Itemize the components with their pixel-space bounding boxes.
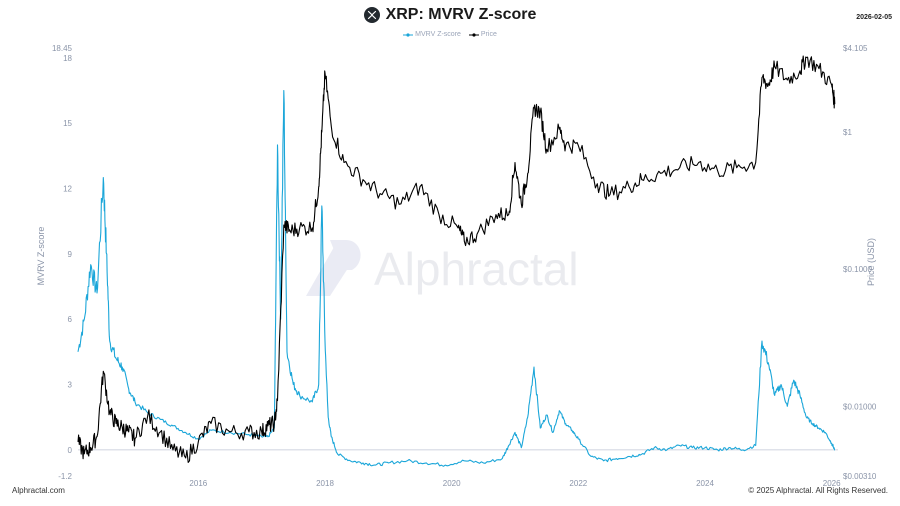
right-axis-tick-label: $4.105: [843, 44, 868, 53]
left-axis-tick-label: 15: [63, 119, 72, 128]
chart-title-text: XRP: MVRV Z-score: [385, 6, 537, 23]
x-axis-tick-label: 2020: [443, 479, 461, 488]
alphractal-logo-icon: [306, 240, 361, 296]
series-line-price: [77, 55, 836, 463]
footer-site: Alphractal.com: [12, 486, 65, 495]
left-axis-tick-label: 0: [68, 446, 73, 455]
right-axis-tick-label: $0.1000: [843, 265, 872, 274]
watermark-text: Alphractal: [374, 243, 579, 295]
legend-label-price: Price: [480, 31, 497, 38]
left-axis-tick-label: 12: [63, 184, 72, 193]
left-axis-tick-label: 3: [68, 381, 73, 390]
left-axis-tick-label: -1.2: [58, 472, 72, 481]
x-axis-tick-label: 2022: [569, 479, 587, 488]
legend-label-mvrv: MVRV Z-score: [415, 31, 461, 38]
legend-item-mvrv[interactable]: MVRV Z-score: [403, 31, 461, 38]
x-axis-tick-label: 2016: [189, 479, 207, 488]
watermark: Alphractal: [306, 240, 579, 296]
right-axis-tick-label: $1: [843, 128, 852, 137]
left-axis-tick-label: 18.45: [52, 44, 73, 53]
chart-date: 2026-02-05: [856, 14, 892, 21]
right-axis-tick-label: $0.00310: [843, 472, 877, 481]
left-axis-tick-label: 18: [63, 54, 72, 63]
chart-legend: MVRV Z-score Price: [0, 31, 900, 40]
left-axis-tick-label: 6: [68, 315, 73, 324]
left-axis-tick-label: 9: [68, 250, 73, 259]
chart-title: XRP: MVRV Z-score: [363, 6, 537, 24]
xrp-logo-icon: [363, 7, 380, 23]
x-axis-tick-label: 2024: [696, 479, 714, 488]
x-axis-tick-label: 2018: [316, 479, 334, 488]
right-axis-label: Price (USD): [866, 238, 876, 286]
right-axis-tick-label: $0.01000: [843, 402, 877, 411]
legend-item-price[interactable]: Price: [468, 31, 497, 38]
series-line-mvrv-zscore: [77, 89, 836, 467]
left-axis-label: MVRV Z-score: [36, 227, 46, 286]
footer-copyright: © 2025 Alphractal. All Rights Reserved.: [748, 486, 888, 495]
